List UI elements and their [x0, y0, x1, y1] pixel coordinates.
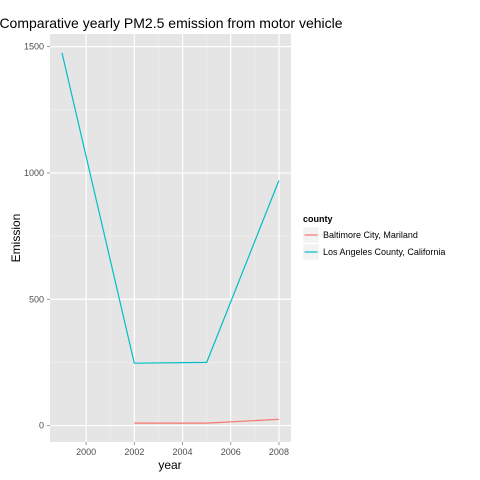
x-axis-title: year	[158, 458, 181, 472]
legend-label: Baltimore City, Mariland	[323, 230, 418, 240]
y-tick-label: 1500	[24, 42, 44, 52]
series-line	[134, 418, 279, 424]
y-tick-label: 0	[39, 421, 44, 431]
series-line	[61, 52, 280, 364]
x-tick-label: 2008	[269, 447, 289, 457]
y-tick-label: 1000	[24, 168, 44, 178]
chart-title: Comparative yearly PM2.5 emission from m…	[0, 15, 343, 31]
y-tick-label: 500	[29, 294, 44, 304]
legend: county Baltimore City, Mariland Los Angel…	[302, 214, 445, 261]
major-grid	[50, 34, 291, 442]
x-tick-label: 2004	[173, 447, 193, 457]
legend-label: Los Angeles County, California	[323, 247, 445, 257]
x-tick-label: 2002	[124, 447, 144, 457]
legend-title: county	[303, 214, 333, 224]
y-axis: 0 500 1000 1500	[24, 42, 50, 431]
series-lines	[61, 52, 280, 424]
y-axis-title: Emission	[9, 214, 23, 263]
minor-grid	[50, 34, 291, 442]
x-tick-label: 2006	[221, 447, 241, 457]
x-axis: 2000 2002 2004 2006 2008	[76, 442, 289, 457]
x-tick-label: 2000	[76, 447, 96, 457]
plot-panel	[50, 34, 291, 442]
